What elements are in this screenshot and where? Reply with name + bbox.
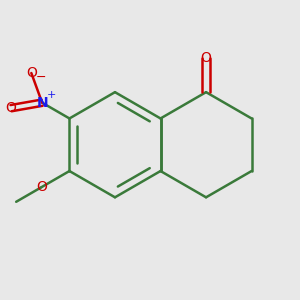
Text: O: O	[201, 51, 212, 65]
Text: −: −	[35, 71, 46, 84]
Text: O: O	[36, 180, 47, 194]
Text: +: +	[47, 90, 56, 100]
Text: O: O	[6, 101, 16, 115]
Text: O: O	[26, 66, 37, 80]
Text: N: N	[36, 96, 48, 110]
